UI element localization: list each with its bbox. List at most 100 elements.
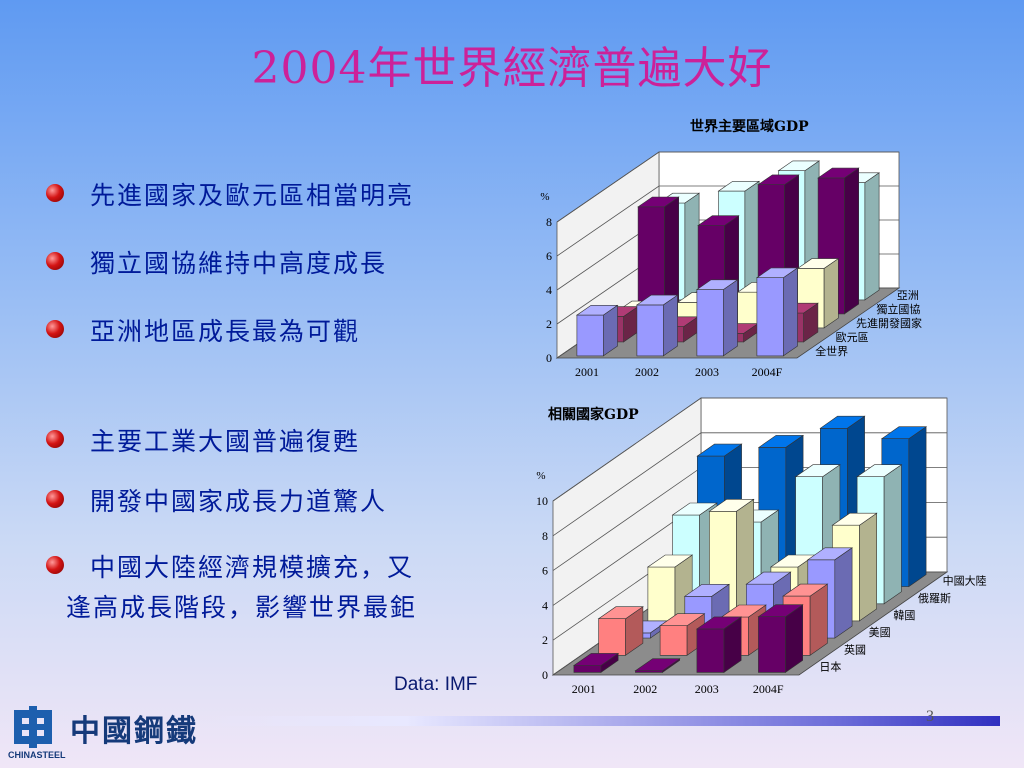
series-label: 全世界 (815, 344, 848, 358)
bullet-text: 亞洲地區成長最為可觀 (90, 317, 361, 346)
series-label: 日本 (819, 659, 841, 673)
y-unit-label: % (540, 191, 549, 203)
bar-top (671, 502, 718, 516)
chinasteel-logo-icon (14, 706, 52, 748)
bar-top (575, 304, 619, 316)
series-label: 韓國 (893, 609, 915, 622)
page-number: 3 (926, 708, 934, 725)
x-tick-label: 2003 (695, 682, 719, 696)
bar-front (659, 625, 688, 656)
bar-side (883, 464, 902, 605)
data-source: Data: IMF (394, 674, 478, 695)
bullet-dot-icon (46, 320, 64, 338)
bar-top (634, 658, 681, 672)
bar (757, 604, 804, 673)
bar (637, 196, 680, 315)
y-tick-label: 6 (546, 249, 552, 263)
bar (695, 616, 743, 673)
y-tick-label: 2 (542, 633, 548, 647)
bar-top (755, 267, 799, 279)
bar-top (856, 464, 903, 478)
bullet-dot-icon (46, 556, 64, 574)
bar-top (637, 196, 680, 208)
bar-top (796, 258, 840, 269)
bar (646, 554, 694, 622)
bar (572, 652, 620, 673)
bar-front (573, 665, 602, 673)
bar-top (696, 443, 743, 457)
bar-top (777, 160, 821, 171)
bar-side (908, 426, 927, 588)
bar-top (659, 613, 706, 627)
bar (634, 658, 681, 673)
bar (695, 279, 739, 357)
x-tick-label: 2004F (752, 365, 783, 379)
bullet-text: 先進國家及歐元區相當明亮 (90, 181, 415, 210)
chart1-title: 世界主要區域GDP (690, 119, 809, 135)
bar-top (697, 215, 740, 226)
footer-bar (208, 716, 1000, 726)
bar-top (831, 512, 878, 526)
bar (575, 304, 619, 357)
bar-top (817, 167, 860, 179)
chart-gridline (552, 397, 947, 502)
bar-side (809, 583, 828, 656)
bar-top (880, 426, 928, 440)
y-tick-label: 8 (542, 529, 548, 543)
bar-top (572, 653, 620, 666)
bar-front (598, 618, 626, 656)
bar-top (757, 604, 804, 618)
bar (755, 267, 799, 357)
series-label: 英國 (844, 642, 866, 656)
bullet-dot-icon (46, 490, 64, 508)
bar (597, 606, 644, 656)
y-tick-label: 4 (542, 598, 548, 612)
y-tick-label: 0 (542, 668, 548, 682)
bar (635, 294, 679, 357)
bullet-dot-icon (46, 184, 64, 202)
bar-top (695, 616, 743, 630)
x-tick-label: 2003 (695, 365, 719, 379)
bar-top (708, 498, 755, 512)
x-tick-label: 2002 (635, 365, 659, 379)
bullet-text: 中國大陸經濟規模擴充，又 (90, 553, 415, 582)
bar-top (782, 583, 829, 597)
bar-top (806, 547, 854, 561)
chart-gridline (556, 151, 899, 223)
bullet-text: 主要工業大國普遍復甦 (90, 427, 361, 456)
series-label: 俄羅斯 (918, 592, 951, 605)
bar-top (757, 174, 800, 185)
bar-top (819, 415, 866, 429)
bar-front (647, 566, 676, 622)
x-tick-label: 2001 (575, 365, 599, 379)
bullet-text: 開發中國家成長力道驚人 (90, 487, 388, 516)
bar-top (745, 571, 792, 585)
bar-front (758, 616, 786, 673)
y-tick-label: 2 (546, 317, 552, 331)
bar-top (717, 181, 761, 192)
bar-top (757, 435, 805, 448)
bar-top (635, 294, 679, 306)
slide-title: 2004年世界經濟普遍大好 (251, 43, 773, 94)
bar-top (794, 464, 841, 478)
y-tick-label: 0 (546, 351, 552, 365)
bar-front (696, 628, 725, 673)
y-tick-label: 6 (542, 564, 548, 578)
series-label: 亞洲 (897, 289, 919, 302)
y-tick-label: 10 (536, 494, 548, 508)
y-unit-label: % (536, 470, 545, 482)
bullet-text: 獨立國協維持中高度成長 (90, 249, 388, 278)
series-label: 中國大陸 (943, 574, 987, 588)
x-tick-label: 2002 (633, 682, 657, 696)
bar-top (695, 279, 739, 290)
bar-top (646, 554, 694, 568)
bar-side (834, 547, 853, 639)
x-tick-label: 2001 (572, 682, 596, 696)
bullet-dot-icon (46, 430, 64, 448)
bullet-dot-icon (46, 252, 64, 270)
series-label: 獨立國協 (876, 302, 920, 316)
bar-side (859, 512, 878, 622)
series-label: 歐元區 (836, 330, 869, 344)
